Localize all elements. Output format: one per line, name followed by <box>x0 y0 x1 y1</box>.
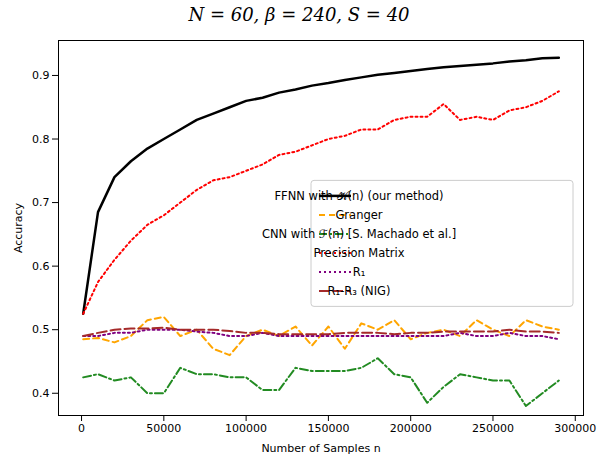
svg-text:300000: 300000 <box>554 422 596 435</box>
svg-text:100000: 100000 <box>225 422 267 435</box>
svg-text:200000: 200000 <box>390 422 432 435</box>
svg-text:Granger: Granger <box>335 208 382 222</box>
svg-text:250000: 250000 <box>472 422 514 435</box>
svg-text:150000: 150000 <box>307 422 349 435</box>
svg-text:50000: 50000 <box>146 422 181 435</box>
html-text:N = 60, β = 240, S = 40: N = 60, β = 240, S = 40 <box>188 4 410 25</box>
svg-text:0.4: 0.4 <box>32 387 50 400</box>
svg-text:0.7: 0.7 <box>32 196 50 209</box>
svg-text:0.6: 0.6 <box>32 260 50 273</box>
svg-text:CNN with ℱ(n) [S. Machado et a: CNN with ℱ(n) [S. Machado et al.] <box>262 227 456 241</box>
svg-text:0: 0 <box>78 422 85 435</box>
svg-text:0.5: 0.5 <box>32 323 50 336</box>
svg-text:Accuracy: Accuracy <box>12 202 25 253</box>
svg-text:0.8: 0.8 <box>32 133 50 146</box>
svg-text:R₁: R₁ <box>353 265 366 279</box>
svg-text:FFNN with 𝒦(n) (our method): FFNN with 𝒦(n) (our method) <box>274 189 443 203</box>
svg-text:0.9: 0.9 <box>32 69 50 82</box>
svg-text:Precision Matrix: Precision Matrix <box>313 246 404 260</box>
svg-text:R₁-R₃ (NIG): R₁-R₃ (NIG) <box>328 284 391 298</box>
svg-text:Number of Samples n: Number of Samples n <box>261 442 380 455</box>
